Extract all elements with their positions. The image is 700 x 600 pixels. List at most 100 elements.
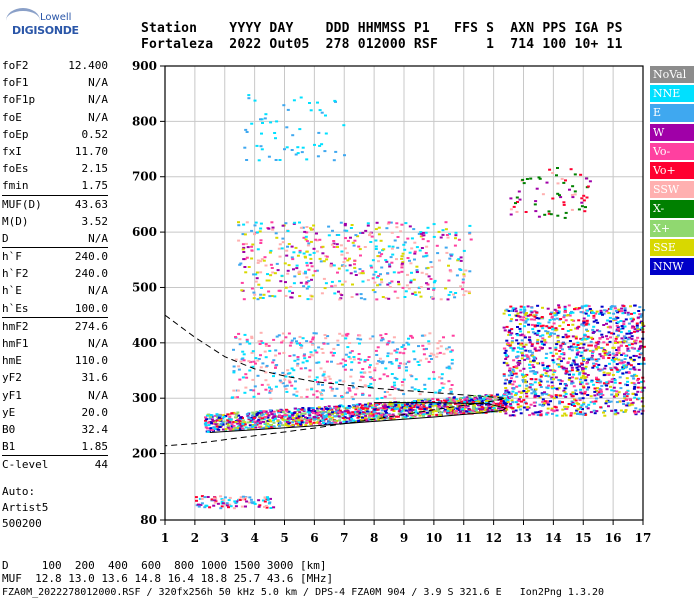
echo-point [511, 372, 515, 375]
echo-point [363, 359, 367, 362]
echo-point [343, 418, 347, 421]
echo-point [309, 353, 313, 356]
echo-point [422, 414, 425, 417]
echo-point [436, 342, 440, 345]
echo-point [542, 343, 546, 346]
echo-point [516, 403, 520, 406]
echo-point [455, 274, 459, 277]
echo-point [577, 319, 581, 322]
echo-point [258, 415, 261, 418]
echo-point [553, 312, 557, 315]
echo-point [600, 305, 604, 308]
echo-point [309, 262, 313, 265]
param-value: N/A [88, 388, 108, 402]
echo-point [462, 273, 466, 276]
echo-point [229, 429, 233, 432]
echo-point [589, 336, 593, 339]
echo-point [558, 194, 561, 197]
echo-point [524, 343, 528, 346]
echo-point [608, 351, 611, 354]
echo-point [250, 337, 254, 340]
logo-text-digisonde: DIGISONDE [12, 24, 79, 37]
echo-point [315, 250, 319, 253]
echo-point [364, 405, 367, 408]
echo-point [402, 352, 406, 355]
echo-point [622, 352, 626, 355]
echo-point [580, 201, 584, 204]
echo-point [258, 296, 262, 299]
echo-point [560, 177, 564, 180]
echo-point [541, 337, 545, 340]
echo-point [259, 366, 263, 369]
echo-point [321, 409, 325, 412]
echo-point [317, 131, 321, 134]
echo-point [361, 393, 364, 396]
echo-point [389, 352, 393, 355]
echo-point [381, 413, 385, 416]
echo-point [233, 427, 237, 429]
echo-point [288, 425, 291, 428]
echo-point [259, 417, 263, 420]
echo-point [338, 419, 342, 422]
echo-point [245, 500, 249, 503]
echo-point [305, 419, 309, 422]
echo-point [582, 320, 586, 323]
echo-point [351, 411, 355, 414]
echo-point [533, 357, 536, 360]
echo-point [263, 256, 267, 259]
echo-point [306, 298, 310, 301]
echo-point [450, 362, 454, 365]
echo-point [475, 400, 479, 403]
echo-point [522, 316, 526, 319]
echo-point [583, 412, 587, 415]
echo-point [427, 377, 431, 380]
echo-point [262, 418, 266, 421]
echo-point [377, 226, 381, 229]
echo-point [529, 370, 533, 373]
echo-point [423, 383, 427, 386]
echo-point [313, 349, 317, 352]
echo-point [370, 417, 374, 420]
echo-point [638, 306, 642, 309]
echo-point [616, 311, 620, 314]
echo-point [350, 296, 354, 298]
echo-point [484, 406, 488, 409]
echo-point [413, 250, 417, 253]
echo-point [501, 400, 505, 403]
echo-point [535, 187, 539, 190]
echo-point [555, 343, 559, 346]
echo-point [296, 362, 300, 365]
echo-point [194, 496, 198, 499]
echo-point [400, 262, 404, 265]
param-row: foF1 N/A [2, 74, 108, 91]
echo-point [309, 257, 313, 260]
echo-point [585, 337, 589, 340]
echo-point [616, 321, 620, 324]
echo-point [269, 497, 272, 500]
echo-point [295, 340, 298, 343]
echo-point [444, 287, 448, 290]
echo-point [251, 424, 255, 426]
echo-point [515, 210, 519, 213]
echo-point [315, 232, 318, 235]
echo-point [302, 236, 306, 239]
param-value: 2.15 [81, 162, 109, 176]
echo-point [588, 349, 592, 352]
echo-point [304, 367, 308, 370]
echo-point [453, 413, 457, 416]
echo-point [294, 153, 298, 156]
echo-point [528, 363, 531, 366]
echo-point [416, 399, 420, 402]
echo-point [525, 407, 529, 409]
echo-point [330, 408, 334, 411]
echo-point [336, 363, 340, 365]
echo-point [439, 414, 443, 417]
echo-point [293, 221, 297, 224]
echo-point [417, 291, 421, 294]
echo-point [316, 416, 320, 419]
echo-point [311, 412, 315, 414]
echo-point [388, 403, 392, 405]
echo-point [610, 409, 614, 412]
echo-point [374, 248, 378, 250]
echo-point [380, 281, 384, 284]
